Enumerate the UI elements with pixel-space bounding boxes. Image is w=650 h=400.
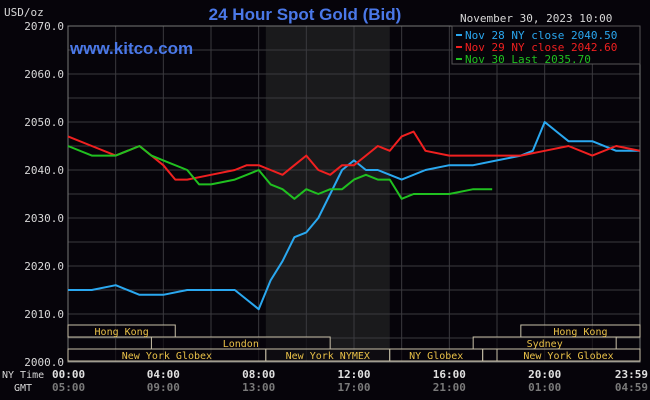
y-axis-label: USD/oz	[4, 6, 44, 19]
session-box	[67, 324, 176, 338]
y-tick-label: 2010.0	[24, 308, 64, 321]
x-tick-label: 01:00	[528, 381, 561, 394]
x-tick-label: 17:00	[337, 381, 370, 394]
x-tick-label: 08:00	[242, 368, 275, 381]
y-ticks: 2000.0 2010.0 2020.0 2030.0 2040.0 2050.0 2060…	[24, 20, 64, 369]
x-tick-label: 09:00	[147, 381, 180, 394]
watermark: www.kitco.com	[69, 39, 193, 58]
session-box	[520, 324, 641, 338]
y-tick-label: 2060.0	[24, 68, 64, 81]
x-tick-label: 16:00	[433, 368, 466, 381]
x-tick-label: 21:00	[433, 381, 466, 394]
y-tick-label: 2050.0	[24, 116, 64, 129]
market-sessions: Hong Kong London New York Globex New York N…	[67, 324, 641, 362]
y-tick-label: 2030.0	[24, 212, 64, 225]
session-box	[482, 348, 498, 362]
session-label: NY Globex	[409, 351, 463, 362]
legend-entry: Nov 30 Last 2035.70	[465, 53, 591, 66]
y-tick-label: 2020.0	[24, 260, 64, 273]
session-label: New York Globex	[122, 351, 212, 362]
session-label: Sydney	[527, 339, 563, 350]
x-tick-label: 20:00	[528, 368, 561, 381]
y-tick-label: 2040.0	[24, 164, 64, 177]
date-label: November 30, 2023 10:00	[460, 12, 612, 25]
y-tick-label: 2070.0	[24, 20, 64, 33]
x-tick-label: 00:00	[52, 368, 85, 381]
session-label: Hong Kong	[95, 327, 149, 338]
legend-entry: Nov 28 NY close 2040.50	[465, 29, 617, 42]
x-tick-label: 04:00	[147, 368, 180, 381]
legend-box	[451, 25, 641, 65]
x-axis-row-label: GMT	[14, 383, 32, 394]
x-tick-label: 04:59	[615, 381, 648, 394]
x-tick-label: 12:00	[337, 368, 370, 381]
session-label: New York Globex	[523, 351, 613, 362]
legend-entry: Nov 29 NY close 2042.60	[465, 41, 617, 54]
series-line-2	[67, 145, 493, 200]
session-label: London	[223, 339, 259, 350]
session-box	[496, 348, 641, 362]
session-label: New York NYMEX	[286, 351, 370, 362]
x-ticks: NY Time 00:00 04:00 08:00 12:00 16:00 20:00 23:…	[2, 368, 648, 394]
x-tick-label: 13:00	[242, 381, 275, 394]
plot-frame	[67, 25, 641, 363]
y-tick-label: 2000.0	[24, 356, 64, 369]
x-tick-label: 05:00	[52, 381, 85, 394]
series-lines	[67, 121, 641, 311]
session-label: Hong Kong	[553, 327, 607, 338]
chart-title: 24 Hour Spot Gold (Bid)	[209, 5, 402, 24]
grid	[67, 25, 641, 363]
x-tick-label: 23:59	[615, 368, 648, 381]
x-axis-row-label: NY Time	[2, 370, 44, 381]
series-line-1	[67, 130, 641, 181]
